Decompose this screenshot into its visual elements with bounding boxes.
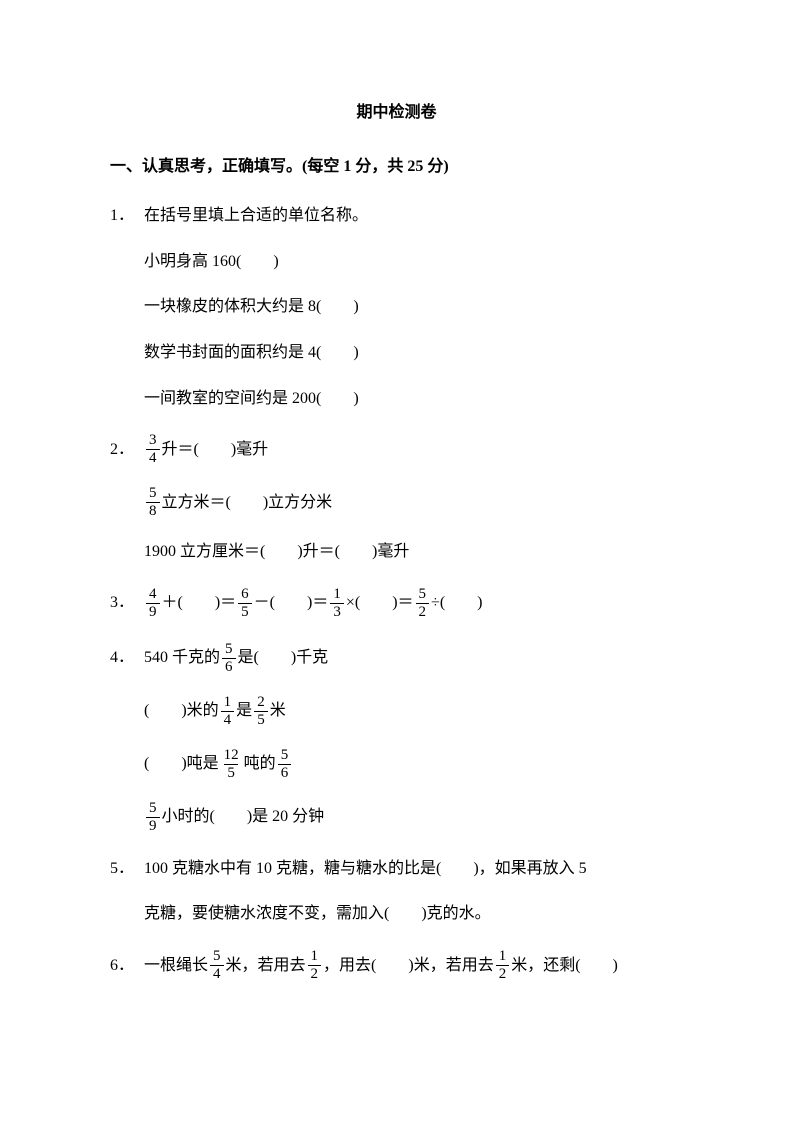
fraction: 3 4 <box>146 433 160 466</box>
q-subline: 克糖，要使糖水浓度不变，需加入( )克的水。 <box>110 901 683 927</box>
q-text: 是 <box>236 698 252 724</box>
question-6: 6． 一根绳长 5 4 米，若用去 1 2 ，用去( )米，若用去 1 2 米，… <box>110 949 683 982</box>
q-text: ( )米的 <box>144 698 219 724</box>
q-text: 米，若用去 <box>226 953 306 979</box>
fraction: 4 9 <box>146 587 160 620</box>
q-text: ×( )＝ <box>346 590 414 616</box>
fraction: 1 2 <box>496 949 510 982</box>
q-subline: 数学书封面的面积约是 4( ) <box>110 340 683 366</box>
q-text: ÷( ) <box>431 590 482 616</box>
question-4: 4． 540 千克的 5 6 是( )千克 ( )米的 1 4 是 2 5 米 … <box>110 642 683 834</box>
q-num: 4． <box>110 645 144 671</box>
q-text: ( )吨是 <box>144 751 219 777</box>
q-text: 540 千克的 <box>144 645 220 671</box>
fraction: 5 9 <box>146 801 160 834</box>
fraction: 5 8 <box>146 486 160 519</box>
fraction: 5 2 <box>416 587 430 620</box>
q-num: 6． <box>110 953 144 979</box>
fraction: 1 4 <box>221 695 235 728</box>
question-5: 5． 100 克糖水中有 10 克糖，糖与糖水的比是( )，如果再放入 5 克糖… <box>110 856 683 927</box>
q-subline: 小明身高 160( ) <box>110 249 683 275</box>
q-num: 1． <box>110 203 144 229</box>
fraction: 6 5 <box>238 587 252 620</box>
q-text: 100 克糖水中有 10 克糖，糖与糖水的比是( )，如果再放入 5 <box>144 856 587 882</box>
question-1: 1． 在括号里填上合适的单位名称。 小明身高 160( ) 一块橡皮的体积大约是… <box>110 203 683 411</box>
q-text: 立方米＝( )立方分米 <box>162 490 333 516</box>
fraction: 12 5 <box>221 748 242 781</box>
section-header: 一、认真思考，正确填写。(每空 1 分，共 25 分) <box>110 154 683 180</box>
q-text: ＋( )＝ <box>162 590 237 616</box>
q-subline: 一块橡皮的体积大约是 8( ) <box>110 294 683 320</box>
q-text: 小时的( )是 20 分钟 <box>162 804 325 830</box>
q-text: －( )＝ <box>254 590 329 616</box>
q-num: 2． <box>110 437 144 463</box>
fraction: 5 6 <box>278 748 292 781</box>
q-num: 5． <box>110 856 144 882</box>
q-text: 米 <box>270 698 286 724</box>
fraction: 1 2 <box>308 949 322 982</box>
q-text: 是( )千克 <box>238 645 329 671</box>
q-text: 吨的 <box>244 751 276 777</box>
q-subline: 1900 立方厘米＝( )升＝( )毫升 <box>110 539 683 565</box>
fraction: 5 4 <box>210 949 224 982</box>
page-title: 期中检测卷 <box>110 100 683 126</box>
q-text: 在括号里填上合适的单位名称。 <box>144 203 368 229</box>
fraction: 1 3 <box>330 587 344 620</box>
q-text: 米，还剩( ) <box>511 953 618 979</box>
q-text: ，用去( )米，若用去 <box>323 953 494 979</box>
question-3: 3． 4 9 ＋( )＝ 6 5 －( )＝ 1 3 ×( )＝ 5 2 ÷( … <box>110 587 683 620</box>
fraction: 5 6 <box>222 642 236 675</box>
q-text: 一根绳长 <box>144 953 208 979</box>
question-2: 2． 3 4 升＝( )毫升 5 8 立方米＝( )立方分米 1900 立方厘米… <box>110 433 683 565</box>
q-text: 升＝( )毫升 <box>162 437 269 463</box>
q-num: 3． <box>110 590 144 616</box>
fraction: 2 5 <box>254 695 268 728</box>
q-subline: 一间教室的空间约是 200( ) <box>110 386 683 412</box>
